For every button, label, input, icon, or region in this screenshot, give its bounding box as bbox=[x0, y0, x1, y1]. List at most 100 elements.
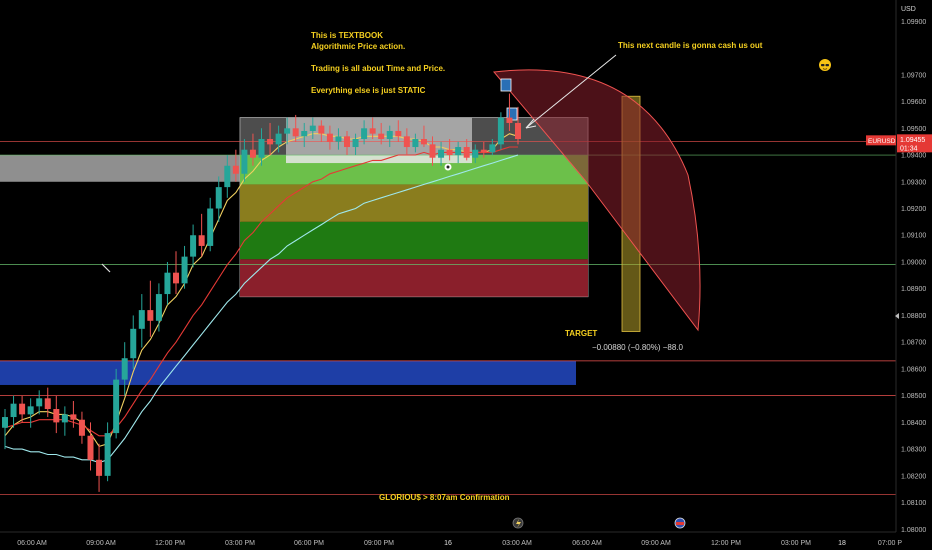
candle-body bbox=[497, 117, 504, 145]
y-tick-label: 1.08900 bbox=[901, 286, 926, 293]
zones-layer bbox=[0, 117, 589, 385]
candle-body bbox=[96, 459, 103, 476]
candle-body bbox=[147, 310, 154, 321]
time-axis: 06:00 AM 09:00 AM 12:00 PM 03:00 PM 06:00 PM… bbox=[0, 517, 902, 547]
currency-label: USD bbox=[901, 6, 916, 13]
candle-body bbox=[395, 130, 402, 137]
candle-body bbox=[2, 417, 8, 428]
candle-body bbox=[455, 147, 462, 156]
candle-body bbox=[249, 149, 256, 158]
maroon bbox=[240, 259, 588, 297]
y-tick-label: 1.08300 bbox=[901, 447, 926, 454]
candle-body bbox=[489, 144, 496, 153]
y-tick-label: 1.08200 bbox=[901, 473, 926, 480]
x-tick-label: 12:00 PM bbox=[711, 540, 741, 547]
candle-body bbox=[309, 125, 316, 131]
y-tick-label: 1.09200 bbox=[901, 206, 926, 213]
candle-body bbox=[275, 133, 282, 145]
symbol-tag bbox=[866, 135, 896, 146]
y-tick-label: 1.09600 bbox=[901, 99, 926, 106]
y-tick-label: 1.08700 bbox=[901, 340, 926, 347]
textbook-annotation: This is TEXTBOOK Algorithmic Price actio… bbox=[311, 31, 446, 95]
candle-body bbox=[318, 125, 325, 134]
candle-body bbox=[155, 294, 162, 321]
candle-body bbox=[27, 406, 34, 415]
callout-arrowhead bbox=[525, 118, 537, 129]
candle-body bbox=[463, 147, 470, 158]
y-tick-label: 1.08600 bbox=[901, 366, 926, 373]
x-tick-label: 06:00 AM bbox=[17, 540, 47, 547]
us-flag-stripe-icon bbox=[676, 522, 684, 525]
candle-body bbox=[19, 403, 26, 415]
sunglasses-emoji-icon bbox=[819, 59, 831, 71]
candle-body bbox=[446, 149, 453, 156]
candle-body bbox=[292, 128, 299, 137]
candle-body bbox=[138, 310, 145, 329]
candles-layer bbox=[2, 93, 521, 492]
candle-body bbox=[215, 187, 222, 209]
y-tick-label: 1.08000 bbox=[901, 527, 926, 534]
y-tick-label: 1.09000 bbox=[901, 259, 926, 266]
x-tick-label: 06:00 PM bbox=[294, 540, 324, 547]
axis-marker-icon bbox=[895, 313, 899, 319]
candle-body bbox=[403, 136, 410, 148]
candle-body bbox=[78, 419, 85, 436]
price-axis: USD 1.09900 1.09700 1.09600 1.09500 1.09400 1.… bbox=[866, 0, 932, 550]
y-tick-label: 1.09100 bbox=[901, 233, 926, 240]
x-tick-label: 09:00 AM bbox=[86, 540, 116, 547]
candle-body bbox=[284, 128, 291, 134]
candle-body bbox=[10, 403, 17, 418]
candle-body bbox=[53, 409, 60, 423]
x-tick-label: 12:00 PM bbox=[155, 540, 185, 547]
y-tick-label: 1.09300 bbox=[901, 179, 926, 186]
candle-body bbox=[506, 117, 513, 123]
candle-body bbox=[207, 208, 214, 246]
candle-body bbox=[224, 165, 231, 188]
x-tick-label: 09:00 AM bbox=[641, 540, 671, 547]
y-tick-label: 1.08100 bbox=[901, 500, 926, 507]
x-tick-label: 09:00 PM bbox=[364, 540, 394, 547]
candle-body bbox=[386, 130, 393, 139]
blue-zone bbox=[0, 360, 576, 385]
candle-body bbox=[472, 149, 479, 158]
candle-body bbox=[258, 139, 265, 158]
candle-body bbox=[61, 414, 68, 423]
x-tick-label: 18 bbox=[838, 540, 846, 547]
x-tick-label: 03:00 PM bbox=[781, 540, 811, 547]
y-tick-label: 1.08800 bbox=[901, 313, 926, 320]
signal-down-icon bbox=[500, 78, 512, 92]
price-tag bbox=[897, 134, 932, 153]
x-tick-label: 03:00 PM bbox=[225, 540, 255, 547]
candle-body bbox=[361, 128, 368, 139]
x-tick-label: 07:00 P bbox=[878, 540, 902, 547]
candle-body bbox=[36, 398, 43, 407]
y-tick-label: 1.09900 bbox=[901, 19, 926, 26]
y-tick-label: 1.09700 bbox=[901, 72, 926, 79]
y-tick-label: 1.09500 bbox=[901, 126, 926, 133]
grey-top-band bbox=[240, 117, 588, 156]
candle-body bbox=[515, 122, 521, 139]
x-tick-label: 06:00 AM bbox=[572, 540, 602, 547]
candle-body bbox=[335, 136, 342, 142]
candle-body bbox=[352, 139, 359, 148]
candle-body bbox=[241, 149, 248, 174]
symbol-tag-label: EURUSD bbox=[868, 138, 896, 145]
candle-body bbox=[344, 136, 350, 148]
candle-body bbox=[267, 139, 274, 145]
candle-body bbox=[412, 139, 419, 148]
candle-body bbox=[130, 328, 137, 359]
confirmation-annotation: GLORIOU$ > 8:07am Confirmation bbox=[379, 493, 510, 502]
candle-body bbox=[420, 139, 427, 145]
candle-body bbox=[164, 272, 171, 295]
price-tag-countdown: 01:34 bbox=[900, 145, 918, 152]
olive bbox=[240, 184, 588, 222]
candle-body bbox=[87, 435, 94, 460]
candle-body bbox=[326, 133, 333, 142]
candle-body bbox=[113, 379, 120, 434]
candle-body bbox=[190, 235, 197, 257]
eye-pupil-icon bbox=[446, 165, 450, 169]
candle-body bbox=[232, 165, 239, 174]
pencil-marker-icon bbox=[101, 263, 111, 273]
